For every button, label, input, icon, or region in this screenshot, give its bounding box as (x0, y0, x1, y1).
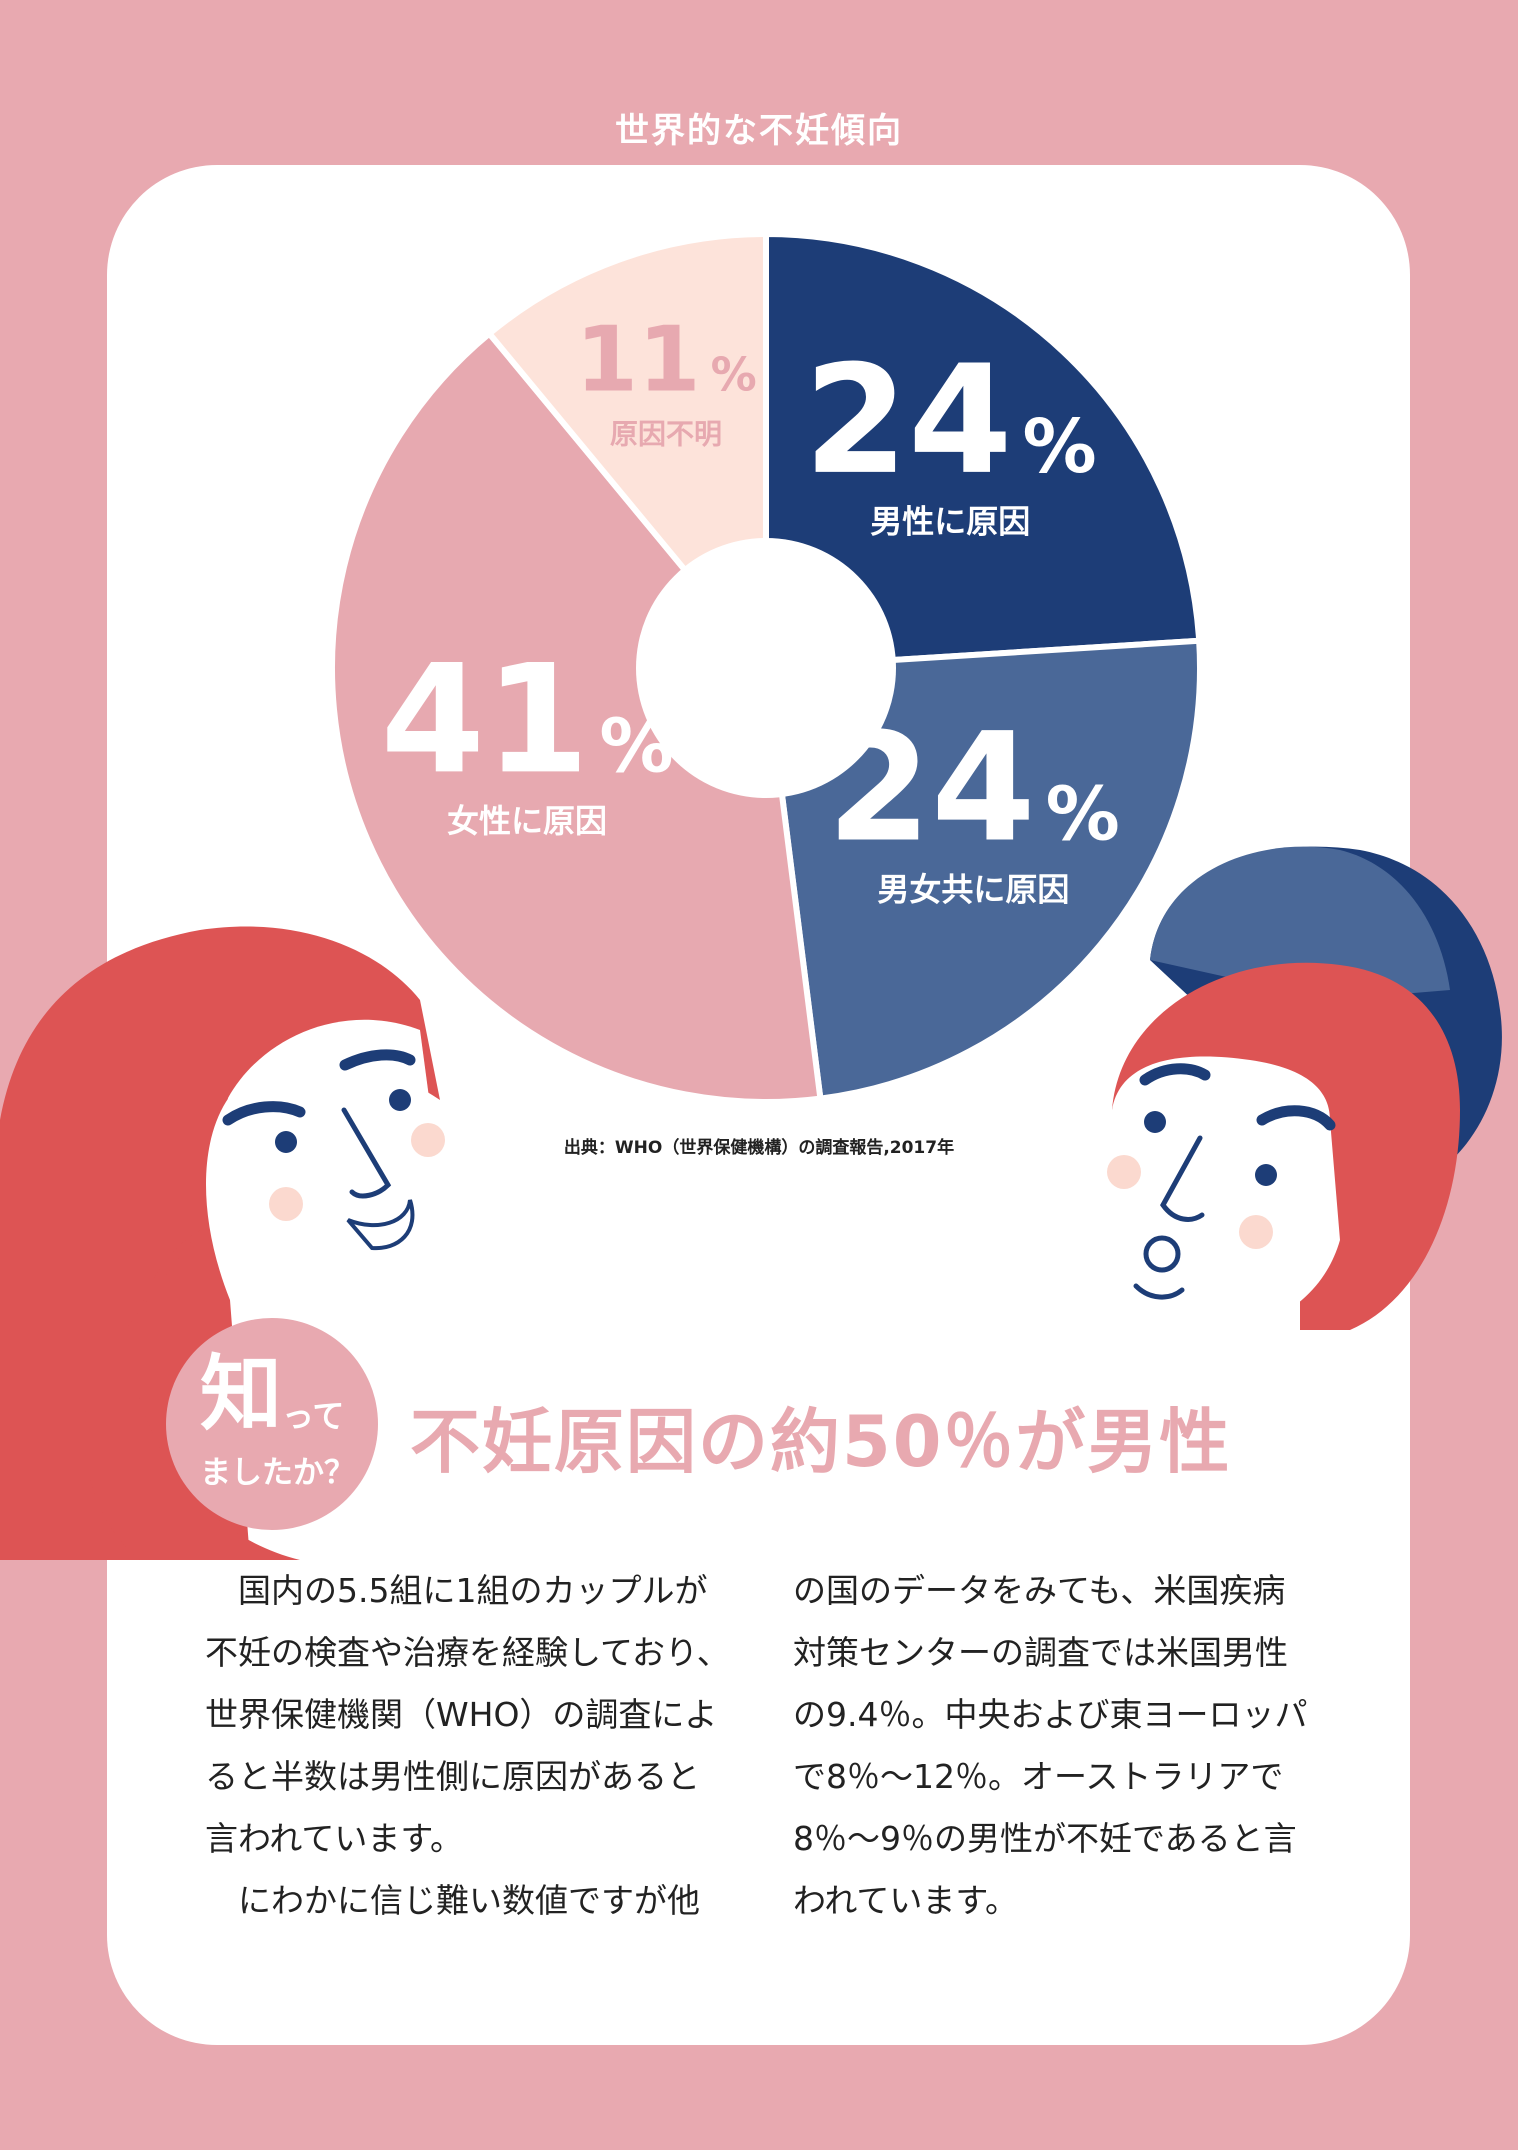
body-paragraph: にわかに信じ難い数値ですが他 (238, 1881, 700, 1920)
pie-slice-female (329, 329, 824, 1105)
slice-value-label-unknown: 11% (575, 307, 756, 412)
slice-category-label-both: 男女共に原因 (877, 870, 1069, 908)
source-note: 出典：WHO（世界保健機構）の調査報告,2017年 (563, 1138, 955, 1158)
man-illustration (1107, 846, 1502, 1332)
headline: 不妊原因の約50％が男性 (410, 1401, 1232, 1483)
body-left-column: 国内の5.5組に1組のカップルが不妊の検査や治療を経験しており、世界保健機関（W… (205, 1560, 730, 1932)
pie-slice-male (763, 230, 1203, 672)
pie-slice-both (762, 637, 1203, 1102)
badge-text-1: って (282, 1397, 345, 1435)
slice-value-label-both: 24% (827, 702, 1120, 876)
slice-value-label-female: 41% (381, 633, 674, 807)
body-paragraph: の国のデータをみても、米国疾病対策センターの調査では米国男性の9.4％。中央およ… (793, 1571, 1308, 1920)
body-paragraph: 国内の5.5組に1組のカップルが不妊の検査や治療を経験しており、世界保健機関（W… (205, 1571, 730, 1858)
slice-value-label-male: 24% (804, 334, 1097, 508)
badge-text-2: ましたか？ (200, 1455, 355, 1491)
slice-category-label-male: 男性に原因 (870, 503, 1030, 541)
body-right-column: の国のデータをみても、米国疾病対策センターの調査では米国男性の9.4％。中央およ… (793, 1560, 1318, 1932)
slice-category-label-unknown: 原因不明 (610, 418, 722, 451)
did-you-know-badge: 知 って ましたか？ (166, 1318, 378, 1530)
page-title: 世界的な不妊傾向 (615, 111, 903, 151)
slice-category-label-female: 女性に原因 (447, 802, 607, 840)
woman-illustration (0, 926, 445, 1560)
badge-big-char: 知 (200, 1347, 283, 1442)
pie-center-hole (636, 538, 896, 798)
